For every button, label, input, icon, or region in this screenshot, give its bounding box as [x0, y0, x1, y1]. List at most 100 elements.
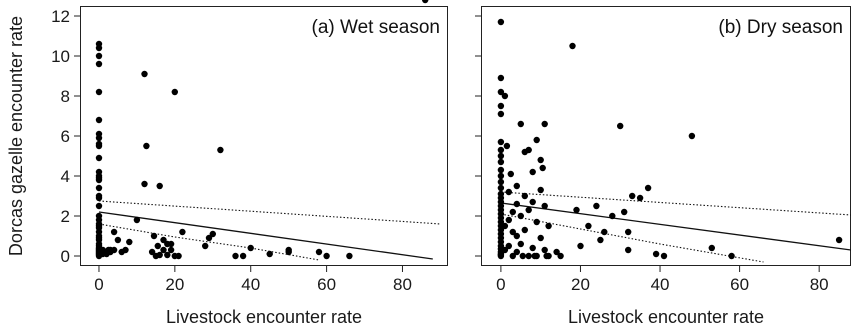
data-point: [688, 132, 696, 140]
y-tick-label: 0: [61, 247, 70, 266]
data-point: [537, 234, 544, 242]
data-point: [708, 244, 715, 252]
ci-upper-line: [98, 200, 441, 225]
data-point: [503, 142, 511, 150]
data-point: [95, 88, 103, 96]
data-point: [513, 200, 520, 208]
data-point: [537, 186, 544, 194]
y-tick-label: 2: [61, 207, 70, 226]
data-point: [171, 88, 178, 96]
data-point: [497, 110, 505, 118]
data-point: [625, 246, 632, 254]
panel-dry-season: 0 20 40 60 80 Livestock encounter rate (b) Dry…: [475, 6, 851, 327]
data-point: [95, 52, 103, 60]
data-point: [505, 216, 512, 224]
data-point: [133, 216, 141, 224]
data-point: [167, 240, 175, 248]
data-point: [652, 250, 660, 258]
data-point: [545, 252, 552, 260]
data-point: [154, 242, 161, 250]
data-point: [156, 251, 163, 259]
data-point: [156, 182, 163, 190]
ci-upper-line: [500, 191, 851, 216]
data-point: [346, 252, 353, 260]
data-point: [835, 236, 843, 244]
data-point: [110, 228, 118, 236]
data-point: [497, 18, 505, 26]
x-tick-label: 20: [165, 275, 184, 294]
data-point: [497, 138, 505, 146]
data-point: [593, 202, 600, 210]
data-point: [501, 92, 509, 100]
data-point: [143, 142, 150, 150]
y-tick-label: 10: [51, 47, 70, 66]
x-axis-title: Livestock encounter rate: [166, 307, 362, 327]
x-tick-label: 0: [496, 275, 505, 294]
data-point: [621, 208, 628, 216]
data-point: [175, 252, 182, 260]
x-tick-label: 80: [393, 275, 412, 294]
plot-frame: [80, 6, 448, 266]
y-axis-title: Dorcas gazelle encounter rate: [6, 16, 26, 256]
data-point: [601, 228, 608, 236]
data-point: [609, 212, 616, 220]
data-point: [285, 246, 292, 254]
data-point: [513, 232, 520, 240]
data-point: [541, 202, 548, 210]
data-point: [533, 218, 540, 226]
data-point: [636, 194, 644, 202]
data-point: [95, 154, 103, 162]
data-point: [239, 252, 247, 260]
data-point: [232, 252, 239, 260]
data-point: [501, 222, 509, 230]
panel-wet-season: 0 2 4 6 8 10 12 0 20 40 60 80 Livestock encounter ra…: [6, 0, 448, 327]
data-point: [519, 252, 526, 260]
data-point: [533, 136, 540, 144]
panel-title: (a) Wet season: [312, 17, 440, 38]
data-point: [315, 248, 323, 256]
data-point: [160, 246, 167, 254]
data-point: [202, 242, 209, 250]
data-point: [110, 246, 118, 254]
data-point: [497, 88, 505, 96]
data-point: [505, 242, 512, 250]
data-point: [617, 122, 624, 130]
data-point: [95, 142, 103, 150]
data-point: [167, 246, 175, 254]
panel-title: (b) Dry season: [718, 17, 843, 38]
data-point: [509, 228, 516, 236]
data-point: [126, 238, 133, 246]
data-point: [501, 246, 509, 254]
x-tick-label: 20: [571, 275, 590, 294]
data-point: [160, 236, 167, 244]
x-axis-title: Livestock encounter rate: [568, 307, 764, 327]
data-point: [644, 184, 652, 192]
data-point: [505, 188, 512, 196]
data-point: [509, 252, 516, 260]
data-point: [497, 146, 505, 154]
data-point: [529, 244, 536, 252]
data-point: [497, 102, 505, 110]
data-point: [141, 70, 148, 78]
data-point: [141, 180, 148, 188]
data-point: [205, 234, 213, 242]
data-point: [517, 240, 524, 248]
y-tick-label: 12: [51, 7, 70, 26]
x-tick-label: 40: [651, 275, 670, 294]
data-point: [497, 184, 505, 192]
data-point: [422, 0, 429, 4]
data-point: [148, 248, 156, 256]
plot-frame: [481, 6, 851, 266]
data-point: [95, 60, 103, 68]
data-point: [525, 146, 532, 154]
data-point: [521, 226, 528, 234]
data-point: [114, 236, 122, 244]
data-point: [497, 178, 505, 186]
data-point: [529, 168, 536, 176]
data-point: [573, 206, 580, 214]
data-point: [525, 252, 532, 260]
data-point: [625, 228, 632, 236]
data-point: [509, 208, 516, 216]
data-point: [553, 248, 560, 256]
